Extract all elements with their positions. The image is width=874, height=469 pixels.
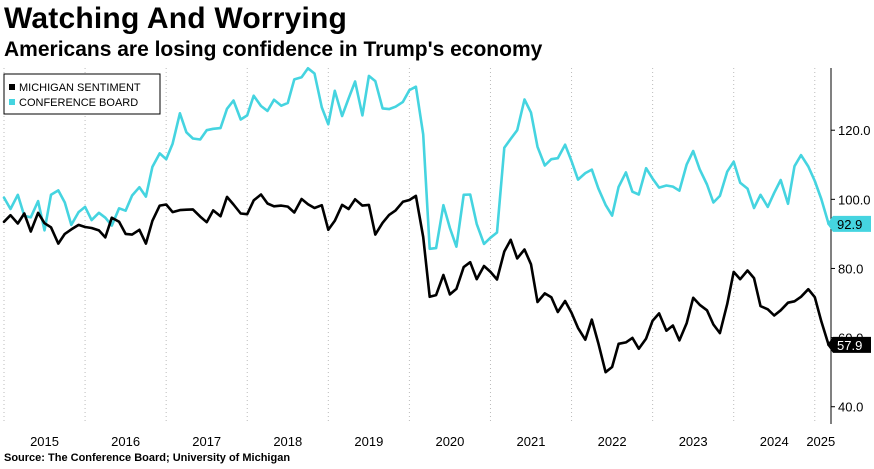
x-tick-label: 2020 xyxy=(435,434,464,449)
x-tick-label: 2019 xyxy=(354,434,383,449)
legend: MICHIGAN SENTIMENT CONFERENCE BOARD xyxy=(3,73,161,115)
x-tick-label: 2016 xyxy=(111,434,140,449)
x-tick-label: 2017 xyxy=(192,434,221,449)
x-tick-label: 2023 xyxy=(679,434,708,449)
end-label-tag-conference xyxy=(827,215,871,232)
source-note: Source: The Conference Board; University… xyxy=(4,452,291,464)
chart-subtitle: Americans are losing confidence in Trump… xyxy=(4,38,543,61)
end-label-conference: 92.9 xyxy=(837,217,862,232)
x-tick-label: 2015 xyxy=(30,434,59,449)
chart-title: Watching And Worrying xyxy=(4,2,348,35)
y-tick-label: 80.0 xyxy=(838,261,863,276)
vertical-gridlines xyxy=(3,68,816,424)
end-value-labels: 92.9 57.9 xyxy=(827,215,871,353)
y-tick-label: 100.0 xyxy=(838,192,871,207)
end-label-tag-michigan xyxy=(827,336,871,353)
x-tick-label: 2024 xyxy=(760,434,789,449)
series-lines xyxy=(2,67,830,374)
x-tick-label: 2022 xyxy=(598,434,627,449)
y-tick-label: 40.0 xyxy=(838,400,863,415)
y-tick-label: 120.0 xyxy=(838,123,871,138)
x-tick-label: 2018 xyxy=(273,434,302,449)
legend-label-michigan: MICHIGAN SENTIMENT xyxy=(19,82,141,94)
legend-swatch-conference xyxy=(9,99,15,105)
x-tick-label: 2025 xyxy=(806,434,835,449)
legend-swatch-michigan xyxy=(9,84,15,90)
series-line-conference xyxy=(2,67,830,251)
x-tick-labels: 2015 2016 2017 2018 2019 2020 2021 2022 2023 2024… xyxy=(30,434,835,449)
legend-label-conference: CONFERENCE BOARD xyxy=(19,97,138,109)
series-line-michigan xyxy=(2,193,830,374)
legend-box xyxy=(3,73,161,115)
x-tick-label: 2021 xyxy=(517,434,546,449)
end-label-michigan: 57.9 xyxy=(837,338,862,353)
